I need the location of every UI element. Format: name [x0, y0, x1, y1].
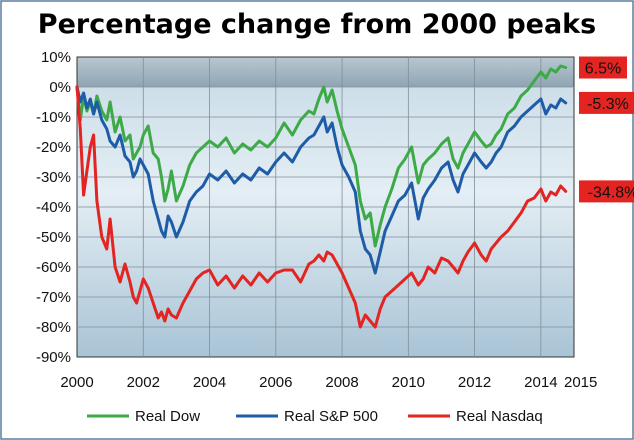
upper-shaded-band: [77, 57, 574, 87]
x-tick-label: 2000: [60, 374, 93, 391]
y-tick-label: -90%: [36, 349, 71, 366]
chart-legend: Real Dow Real S&P 500 Real Nasdaq: [87, 408, 543, 425]
callout-label-sp500: -5.3%: [587, 96, 629, 113]
chart-title: Percentage change from 2000 peaks: [38, 9, 596, 40]
callout-label-nasdaq: -34.8%: [588, 184, 634, 201]
y-tick-label: -60%: [36, 259, 71, 276]
y-tick-label: -40%: [36, 199, 71, 216]
x-tick-label: 2002: [127, 374, 160, 391]
legend-label-sp500: Real S&P 500: [284, 408, 378, 425]
legend-label-dow: Real Dow: [135, 408, 200, 425]
x-tick-label: 2006: [259, 374, 292, 391]
y-tick-label: -70%: [36, 289, 71, 306]
callout-box-nasdaq: [579, 180, 634, 203]
x-tick-label: 2010: [392, 374, 425, 391]
series-line-dow: [75, 64, 568, 248]
callout-box-sp500: [579, 91, 634, 114]
legend-label-nasdaq: Real Nasdaq: [456, 408, 543, 425]
series-line-sp500: [75, 85, 568, 275]
y-tick-label: 0%: [49, 79, 71, 96]
y-tick-label: -80%: [36, 319, 71, 336]
x-tick-label: 2015: [564, 374, 597, 391]
callout-label-dow: 6.5%: [585, 61, 621, 78]
y-tick-label: -50%: [36, 229, 71, 246]
x-tick-label: 2014: [524, 374, 557, 391]
y-tick-label: -30%: [36, 169, 71, 186]
x-tick-label: 2008: [325, 374, 358, 391]
callout-box-dow: [579, 56, 627, 79]
grid-lines: [77, 57, 574, 357]
x-tick-label: 2004: [193, 374, 226, 391]
x-tick-label: 2012: [458, 374, 491, 391]
series-line-nasdaq: [75, 85, 568, 329]
y-tick-label: -10%: [36, 109, 71, 126]
y-tick-label: -20%: [36, 139, 71, 156]
y-tick-label: 10%: [41, 49, 71, 66]
